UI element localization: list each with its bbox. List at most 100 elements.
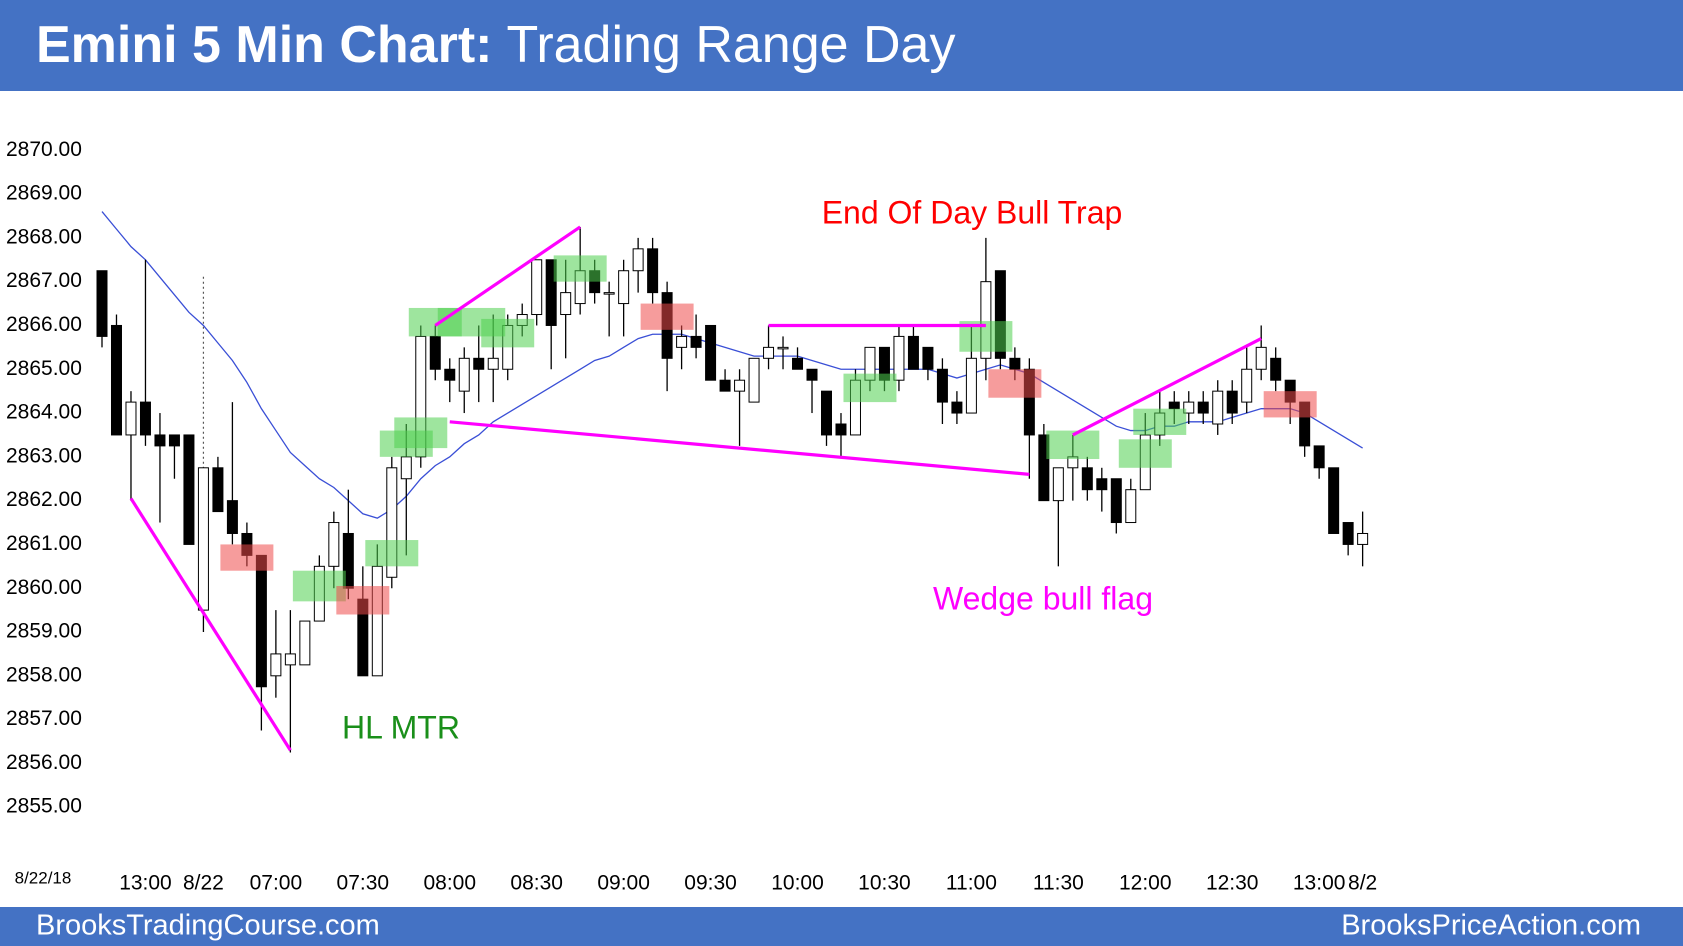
candle-body [734,379,746,392]
candle-body [1052,467,1064,502]
x-tick-label: 11:30 [1033,872,1084,895]
x-tick-label: 13:00 [119,872,172,895]
signal-box [220,544,274,571]
y-tick-label: 2857.00 [6,707,82,730]
signal-box [1133,408,1187,435]
candle-body [1125,489,1137,524]
trend-line [1072,337,1262,437]
y-tick-label: 2864.00 [6,401,82,424]
trend-line [129,497,292,752]
y-tick-label: 2858.00 [6,663,82,686]
candle-body [1110,478,1122,524]
candle-body [1255,346,1267,370]
candle-body [270,653,282,677]
y-tick-label: 2868.00 [6,225,82,248]
candle-body [1168,401,1180,410]
plot-area: 2855.00 2856.00 2857.00 2858.00 2859.00 2860.… [6,138,1377,895]
moving-average [101,211,1363,519]
candle-body [994,270,1006,359]
y-tick-label: 2867.00 [6,269,82,292]
signal-box [336,586,390,615]
candle-body [922,346,934,370]
candle-body [386,467,398,578]
candle-body [1241,368,1253,403]
candle-body [487,357,499,370]
trend-line [449,420,1030,476]
header-band [0,0,1683,91]
footer-right: BrooksPriceAction.com [1341,910,1641,942]
candle-body [821,390,832,436]
candle-body [603,292,615,295]
candle-body [1038,434,1050,502]
x-tick-label: 13:00 [1293,872,1346,895]
y-tick-label: 2861.00 [6,532,82,555]
candle-body [1096,478,1108,491]
candle-body [429,335,441,370]
x-tick-label: 09:00 [597,872,650,895]
y-tick-label: 2855.00 [6,795,82,818]
candle-body [777,346,789,350]
candle-body [1270,357,1282,381]
candle-body [255,554,267,688]
candle-body [1328,467,1340,534]
title-rest: Trading Range Day [506,16,955,74]
candle-body [1313,445,1325,469]
x-tick-label: 11:00 [946,872,997,895]
candle-body [1183,401,1195,414]
signal-box [1263,391,1317,418]
x-tick-label: 12:30 [1206,872,1259,895]
y-tick-label: 2865.00 [6,357,82,380]
candle-body [835,423,847,436]
candle-body [690,335,702,348]
candle-body [183,434,195,545]
candle-body [328,522,340,567]
annotation: End Of Day Bull Trap [822,194,1123,230]
candle-body [951,401,963,414]
candle-body [893,335,905,381]
candle-body [154,434,166,447]
y-tick-label: 2859.00 [6,620,82,643]
candle-body [1009,357,1021,370]
candle-body [632,248,644,272]
candle-body [792,357,804,370]
candle-body [531,259,543,316]
x-tick-label: 07:30 [337,872,390,895]
y-tick-label: 2862.00 [6,488,82,511]
x-tick-label: 09:30 [684,872,737,895]
candle-body [1357,532,1369,545]
candle-body [965,357,977,414]
candle-body [719,379,731,392]
candle-body [763,346,775,359]
candle-body [400,456,412,480]
candle-body [96,270,108,337]
trend-line [434,225,582,327]
candle-body [1081,467,1093,491]
y-tick-label: 2856.00 [6,751,82,774]
candle-body [560,292,572,316]
signal-box [1118,439,1172,468]
candle-body [748,357,760,403]
x-tick-label: 10:30 [858,872,911,895]
candle-body [1212,390,1224,425]
candle-body [806,368,818,381]
signal-box [1046,430,1100,460]
x-tick-label: 8/2 [1348,872,1377,895]
y-tick-label: 2870.00 [6,138,82,161]
candle-body [458,357,470,392]
y-tick-label: 2866.00 [6,313,82,336]
signal-box [481,318,535,348]
y-tick-label: 2869.00 [6,182,82,205]
candle-body [647,248,659,294]
signal-box [988,369,1042,398]
candle-body [444,368,456,381]
candle-body [676,335,688,348]
candle-body [212,467,224,513]
annotation: HL MTR [342,709,460,745]
candle-body [545,259,557,326]
candle-body [1342,522,1354,545]
candle-body [618,270,630,305]
candle-body [1197,401,1209,414]
annotation: Wedge bull flag [933,580,1153,616]
